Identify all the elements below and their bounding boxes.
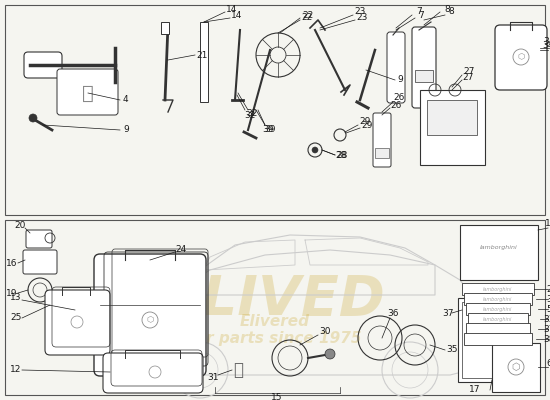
Text: 33: 33: [543, 314, 550, 324]
FancyBboxPatch shape: [94, 254, 206, 376]
Text: lamborghini: lamborghini: [483, 316, 513, 322]
Bar: [420, 90, 485, 165]
Text: 7: 7: [418, 10, 424, 20]
Bar: [460, 225, 538, 280]
Text: 34: 34: [543, 38, 550, 46]
Circle shape: [312, 147, 318, 153]
Bar: [5, 5, 545, 215]
Text: 29: 29: [359, 118, 371, 126]
Text: 36: 36: [387, 308, 399, 318]
FancyBboxPatch shape: [373, 113, 391, 167]
Text: ⬡: ⬡: [518, 52, 525, 62]
Text: ⬡: ⬡: [146, 316, 153, 324]
FancyBboxPatch shape: [492, 343, 540, 392]
Text: 26: 26: [390, 100, 402, 110]
Text: lamborghini: lamborghini: [480, 244, 518, 250]
FancyBboxPatch shape: [45, 290, 110, 355]
Text: 32: 32: [244, 110, 256, 120]
Text: 28: 28: [336, 150, 346, 160]
Text: 27: 27: [463, 68, 475, 76]
Bar: [466, 303, 530, 315]
Text: 30: 30: [319, 328, 331, 336]
FancyBboxPatch shape: [412, 27, 436, 108]
Text: 23: 23: [354, 8, 366, 16]
Text: 37: 37: [543, 324, 550, 334]
Text: 7: 7: [416, 8, 422, 16]
Text: 9: 9: [397, 76, 403, 84]
Text: 8: 8: [444, 4, 450, 14]
Text: 29: 29: [361, 122, 373, 130]
Text: 23: 23: [356, 12, 368, 22]
Text: 26: 26: [393, 94, 405, 102]
Text: ELIVED: ELIVED: [164, 273, 386, 327]
Text: 25: 25: [10, 314, 21, 322]
Bar: [5, 220, 545, 395]
Text: lamborghini: lamborghini: [483, 296, 513, 302]
Circle shape: [29, 114, 37, 122]
Text: 19: 19: [6, 288, 18, 298]
FancyBboxPatch shape: [24, 52, 62, 78]
Text: 21: 21: [196, 50, 208, 60]
Bar: [464, 333, 532, 345]
Text: 4: 4: [122, 96, 128, 104]
Text: 32: 32: [246, 110, 258, 118]
Text: 5: 5: [546, 304, 550, 314]
Text: 16: 16: [6, 258, 18, 268]
Text: 22: 22: [301, 12, 312, 22]
Text: 31: 31: [207, 374, 219, 382]
Text: 3: 3: [546, 294, 550, 304]
Text: 24: 24: [175, 244, 186, 254]
Text: Elivered
for parts since 1975: Elivered for parts since 1975: [189, 314, 361, 346]
Text: 13: 13: [10, 292, 22, 302]
Text: 9: 9: [123, 126, 129, 134]
Text: 12: 12: [10, 366, 21, 374]
Text: 37: 37: [442, 308, 454, 318]
Text: lamborghini: lamborghini: [483, 306, 513, 312]
Bar: [375, 148, 389, 158]
Bar: [161, 22, 169, 34]
Circle shape: [325, 349, 335, 359]
Text: 14: 14: [232, 10, 243, 20]
FancyBboxPatch shape: [387, 32, 405, 103]
Text: 15: 15: [271, 392, 283, 400]
Bar: [462, 283, 534, 295]
FancyBboxPatch shape: [57, 69, 118, 115]
Text: 38: 38: [543, 334, 550, 344]
Text: 1: 1: [545, 220, 550, 228]
Text: 14: 14: [226, 6, 238, 14]
Text: 22: 22: [302, 10, 313, 20]
Text: 2: 2: [546, 284, 550, 294]
Bar: [468, 313, 528, 325]
FancyBboxPatch shape: [495, 25, 547, 90]
FancyBboxPatch shape: [458, 298, 527, 382]
Bar: [200, 22, 208, 102]
Text: ✋: ✋: [82, 84, 94, 102]
FancyBboxPatch shape: [26, 230, 52, 248]
Text: lamborghini: lamborghini: [483, 286, 513, 292]
FancyBboxPatch shape: [23, 250, 57, 274]
Text: 6: 6: [546, 358, 550, 368]
Bar: [415, 70, 433, 82]
Text: ⬡: ⬡: [512, 362, 520, 372]
Text: 🔑: 🔑: [233, 361, 243, 379]
Text: 8: 8: [448, 8, 454, 16]
Text: 27: 27: [463, 72, 474, 82]
Bar: [427, 100, 477, 135]
Text: 17: 17: [469, 386, 481, 394]
FancyBboxPatch shape: [103, 353, 203, 393]
Bar: [464, 293, 532, 305]
Text: 28: 28: [336, 150, 348, 160]
Text: 34: 34: [542, 40, 550, 50]
Bar: [466, 323, 530, 335]
Text: 35: 35: [446, 346, 458, 354]
Text: 39: 39: [264, 124, 276, 134]
Text: 39: 39: [262, 126, 274, 134]
Text: 20: 20: [14, 220, 26, 230]
